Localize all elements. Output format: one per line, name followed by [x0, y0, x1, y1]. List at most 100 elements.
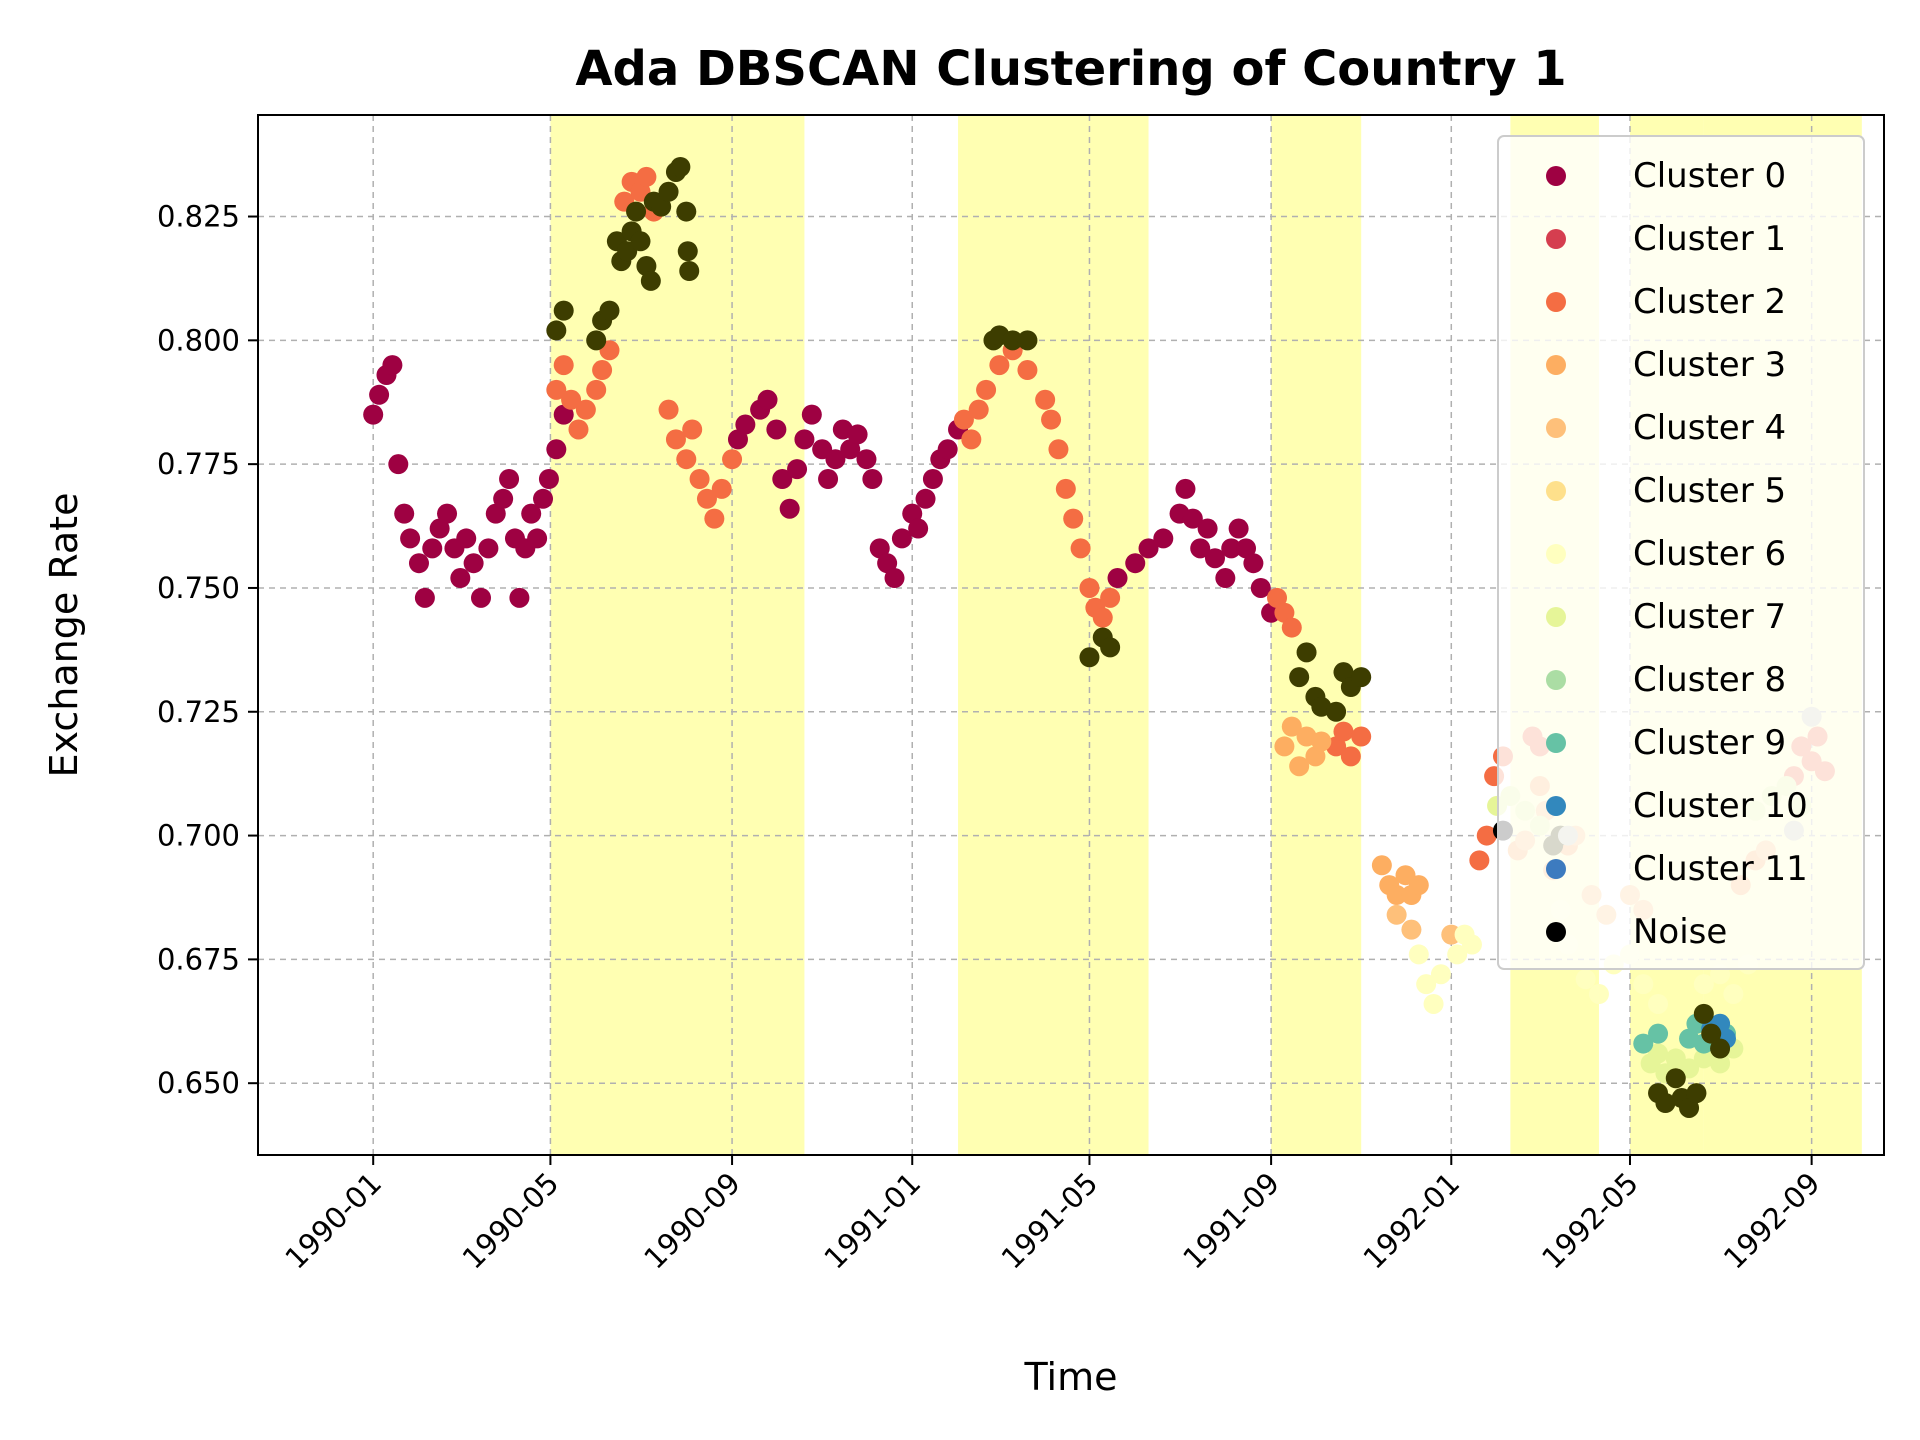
legend-label: Cluster 9: [1633, 723, 1786, 763]
legend-label: Cluster 6: [1633, 534, 1786, 574]
data-point: [1693, 974, 1714, 995]
data-point: [471, 587, 492, 608]
data-point: [779, 498, 800, 519]
y-tick-label: 0.725: [157, 695, 240, 729]
data-point: [1250, 577, 1271, 598]
data-point: [1693, 1048, 1714, 1069]
legend-label: Cluster 0: [1633, 156, 1786, 196]
data-point: [1055, 478, 1076, 499]
legend-label: Cluster 11: [1633, 849, 1808, 889]
data-point: [400, 528, 421, 549]
data-point: [493, 488, 514, 509]
data-point: [689, 469, 710, 489]
data-point: [1100, 587, 1121, 608]
data-point: [478, 538, 499, 559]
legend-marker: [1546, 922, 1566, 942]
data-point: [937, 439, 958, 460]
data-point: [1236, 538, 1257, 559]
data-point: [599, 300, 620, 321]
data-point: [1648, 1023, 1669, 1044]
data-point: [1340, 746, 1361, 767]
data-point: [1423, 993, 1444, 1014]
data-point: [1333, 721, 1354, 742]
legend-marker: [1546, 733, 1566, 753]
data-point: [727, 429, 748, 450]
data-point: [1679, 1097, 1700, 1118]
data-point: [787, 459, 808, 480]
data-point: [509, 587, 530, 608]
data-point: [915, 488, 936, 509]
data-point: [877, 553, 898, 574]
data-point: [1401, 919, 1422, 940]
data-point: [586, 330, 607, 351]
y-tick-label: 0.700: [157, 819, 240, 853]
data-point: [1408, 875, 1429, 896]
data-point: [968, 399, 989, 420]
data-point: [735, 414, 756, 435]
data-point: [1701, 1023, 1722, 1044]
data-point: [1386, 885, 1407, 905]
data-point: [463, 553, 484, 574]
legend-marker: [1546, 292, 1566, 312]
data-point: [1017, 330, 1038, 351]
data-point: [922, 469, 943, 489]
data-point: [1107, 568, 1128, 589]
data-point: [1326, 701, 1347, 722]
data-point: [1665, 1068, 1686, 1089]
data-point: [908, 518, 929, 539]
data-point: [1408, 944, 1429, 965]
data-point: [1182, 508, 1203, 529]
data-point: [989, 355, 1010, 376]
y-axis: 0.650 0.675 0.700 0.725 0.750 0.775 0.800 0.825: [157, 200, 258, 1100]
data-point: [422, 538, 443, 559]
data-point: [429, 518, 450, 539]
data-point: [533, 488, 554, 509]
shaded-region: [1271, 115, 1362, 1155]
legend-label: Cluster 4: [1633, 408, 1786, 448]
data-point: [1048, 439, 1069, 460]
data-point: [1447, 944, 1468, 965]
data-point: [586, 379, 607, 400]
data-point: [676, 449, 697, 470]
data-point: [961, 429, 982, 450]
data-point: [677, 241, 698, 262]
data-point: [1648, 993, 1669, 1014]
x-axis-label: Time: [1024, 1355, 1118, 1399]
data-point: [1204, 548, 1225, 569]
data-point: [546, 379, 567, 400]
data-point: [553, 300, 574, 321]
data-point: [1430, 964, 1451, 985]
y-tick-label: 0.650: [157, 1066, 240, 1100]
data-point: [546, 439, 567, 460]
data-point: [1723, 984, 1744, 1005]
data-point: [538, 469, 559, 489]
data-point: [1575, 969, 1596, 990]
data-point: [1138, 538, 1159, 559]
data-point: [1243, 553, 1264, 574]
shaded-region: [958, 115, 1149, 1155]
data-point: [1469, 850, 1490, 871]
legend-label: Cluster 8: [1633, 660, 1786, 700]
data-point: [676, 201, 697, 222]
legend-box: [1497, 135, 1865, 970]
legend-marker: [1546, 355, 1566, 375]
data-point: [1079, 577, 1100, 598]
plot-frame: [257, 114, 1885, 1156]
data-point: [1281, 716, 1302, 737]
data-point: [521, 503, 542, 524]
y-tick-label: 0.775: [157, 447, 240, 481]
data-point: [1125, 553, 1146, 574]
data-point: [414, 587, 435, 608]
data-point: [1002, 330, 1023, 351]
data-point: [1710, 1038, 1731, 1059]
data-point: [499, 469, 520, 489]
data-point: [757, 389, 778, 410]
legend-label: Noise: [1633, 912, 1727, 952]
legend-marker: [1546, 796, 1566, 816]
data-point: [546, 320, 567, 341]
data-point: [1289, 756, 1310, 777]
data-point: [704, 508, 725, 529]
data-point: [1228, 518, 1249, 539]
data-point: [1267, 587, 1288, 608]
